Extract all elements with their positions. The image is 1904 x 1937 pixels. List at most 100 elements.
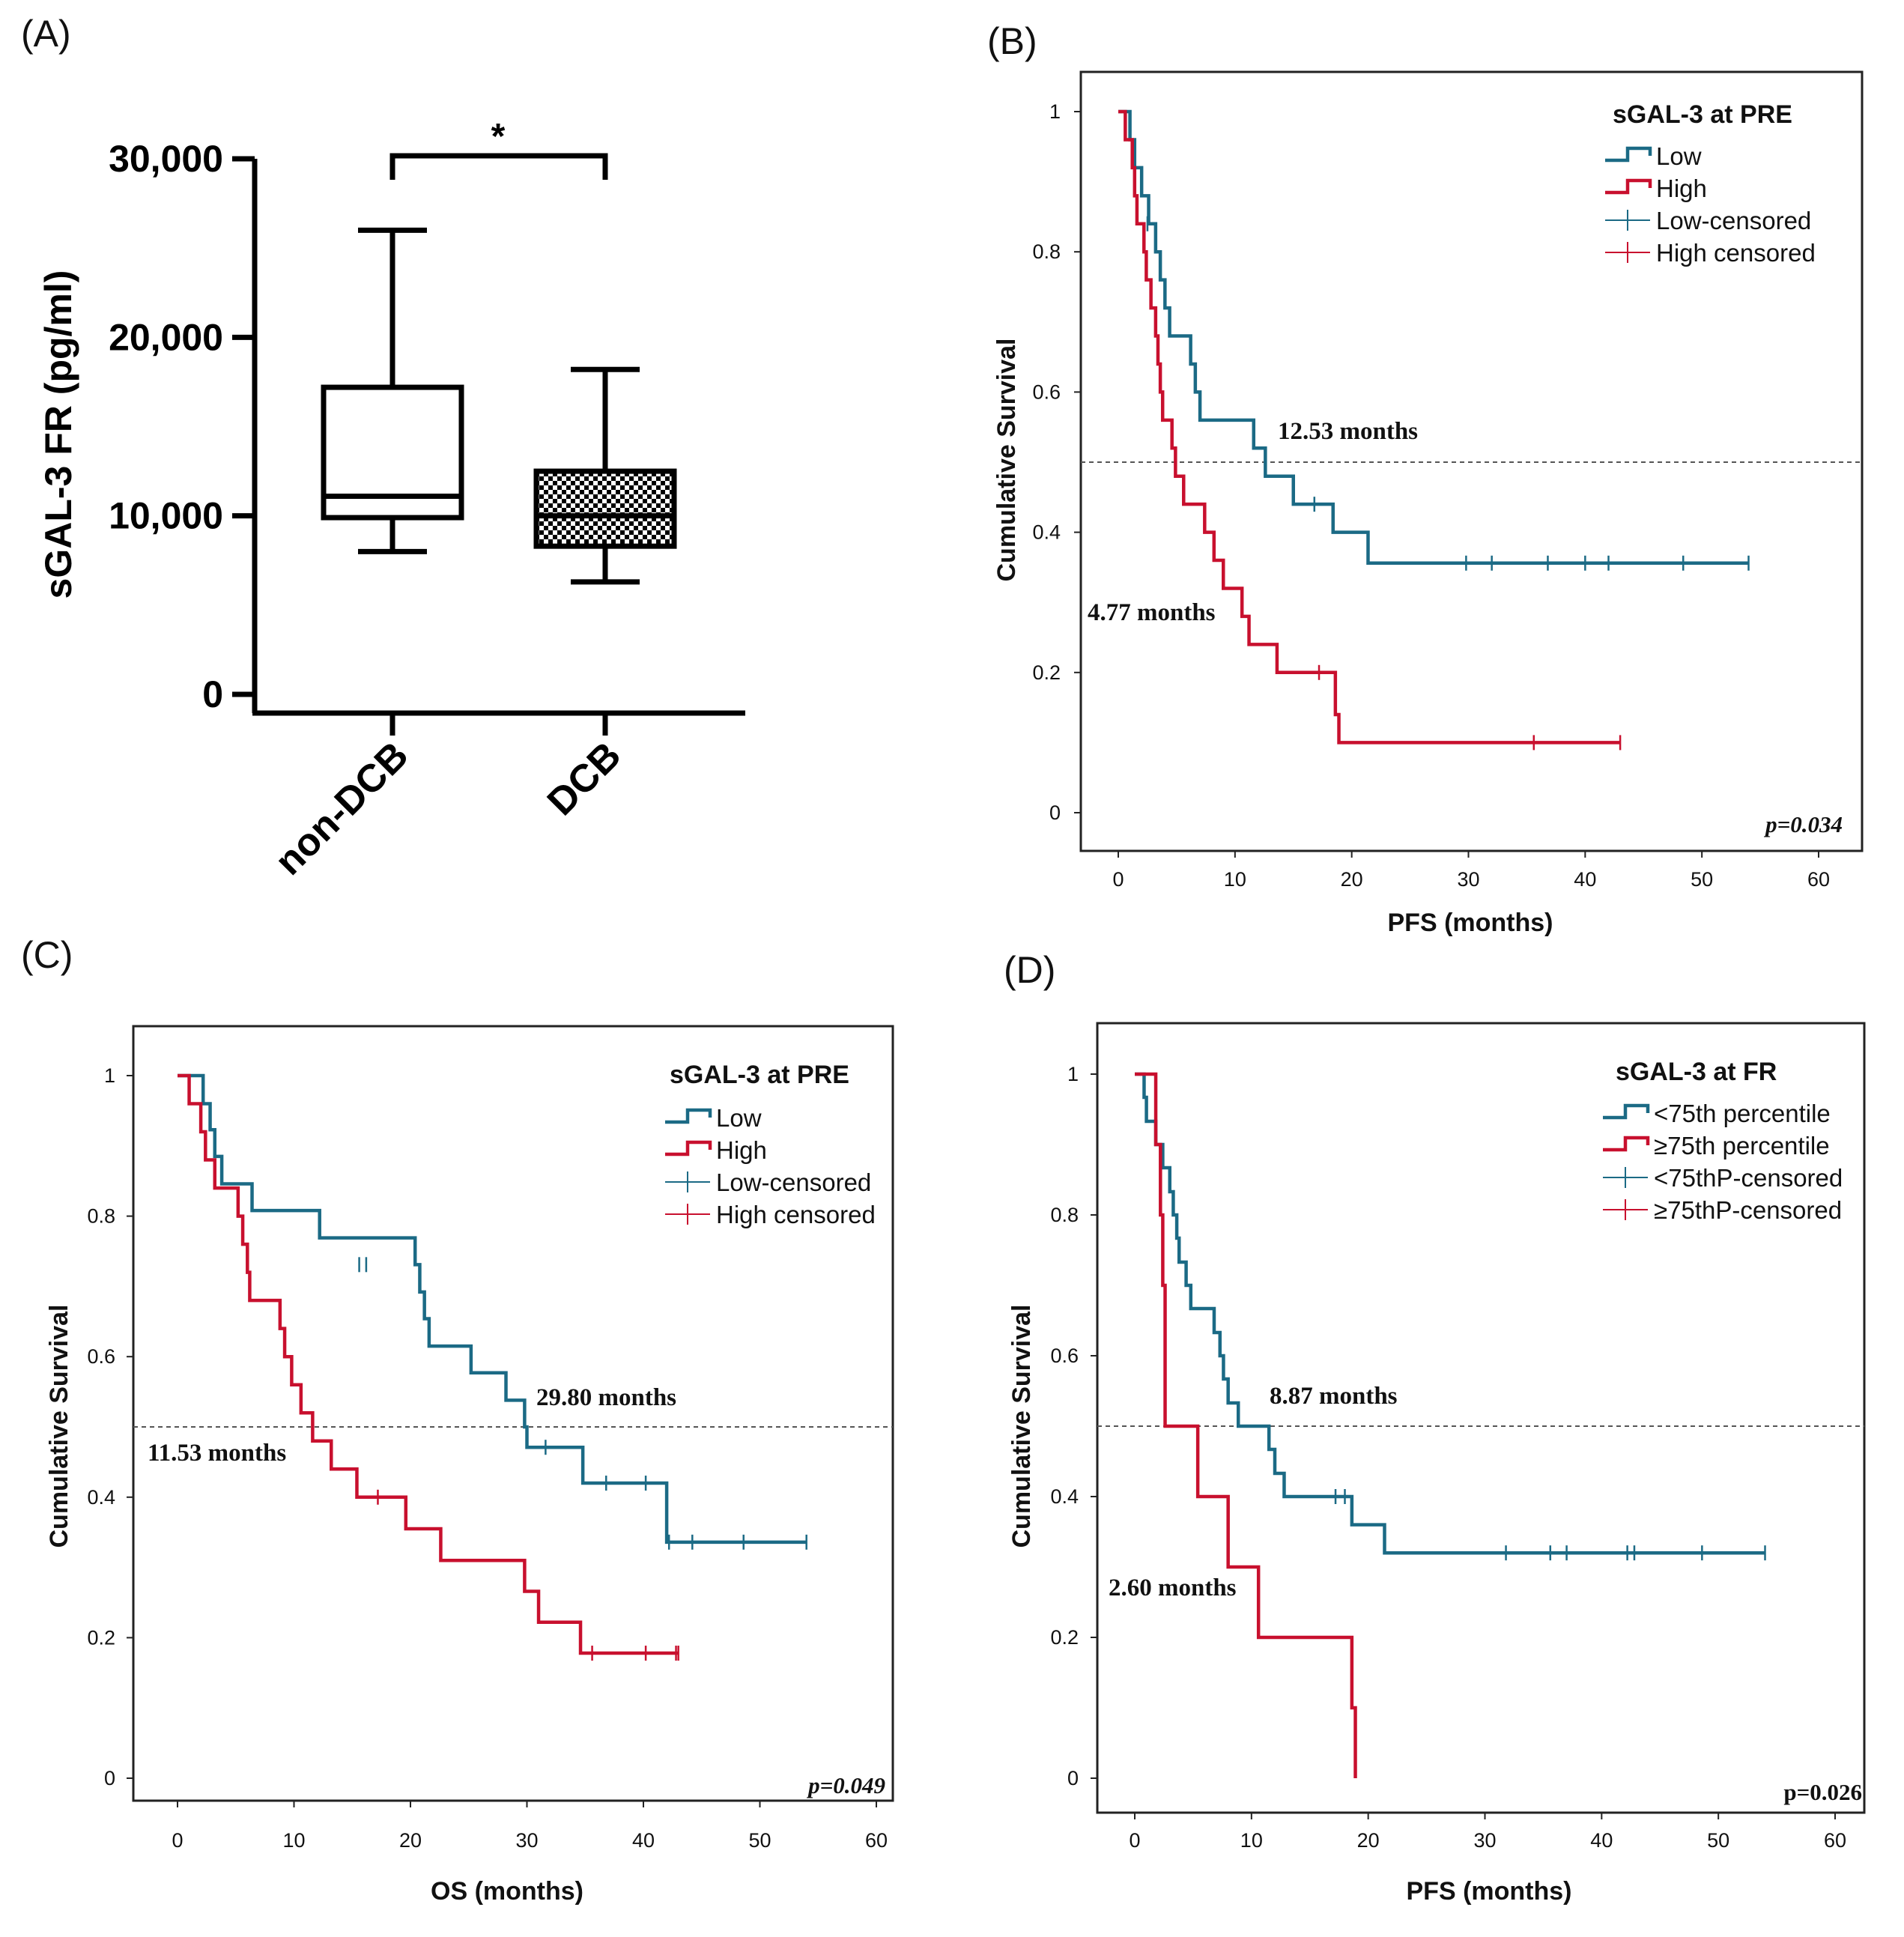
category-label: DCB [539,733,630,824]
x-tick-label: 0 [1112,868,1124,891]
x-tick-label: 30 [515,1829,538,1852]
series-high [1135,1072,1357,1778]
km-plot: 0 10 20 30 40 50 60 0 0.2 0.4 0.6 0.8 1 [1032,100,1862,891]
panel-a-boxplot: (A) * 0 10,000 20,000 30,000 sGAL-3 FR (pg/… [21,13,745,884]
iqr-box [533,468,677,549]
x-tick-label: 40 [1590,1829,1613,1852]
y-tick-label: 0.2 [1032,661,1061,684]
series-high [178,1073,679,1661]
legend-line-swatch [665,1108,712,1124]
y-tick-label: 1 [104,1064,115,1087]
legend-item-label: High [1656,175,1707,202]
y-tick-label: 0.6 [1050,1345,1079,1367]
y-ticks: 0 10,000 20,000 30,000 [109,138,255,715]
survival-step-line [1135,1072,1357,1778]
x-axis-label: OS (months) [431,1877,583,1906]
legend-line-swatch [665,1140,712,1157]
y-axis-label: Cumulative Survival [45,1304,73,1548]
x-tick-label: 50 [1707,1829,1729,1852]
panel-d-km-pfs: (D) 0 10 20 30 40 50 60 0 0.2 0.4 0.6 0.8 1 PFS (mon… [1004,949,1866,1906]
legend: <75th percentile ≥75th percentile <75thP-c… [1603,1100,1843,1224]
legend: Low High Low-censored High censored [1605,142,1816,267]
x-tick-label: 30 [1457,868,1479,891]
box-dcb [533,366,677,585]
y-tick-label: 0 [104,1767,115,1789]
p-value: p=0.026 [1783,1779,1862,1805]
panel-a-label: (A) [21,13,71,55]
boxes [321,227,677,585]
x-tick-label: 0 [172,1829,183,1852]
y-tick-label: 0.2 [87,1626,115,1649]
survival-step-line [1118,109,1621,745]
legend-item-label: High [716,1136,767,1164]
legend-line-swatch [1605,178,1652,195]
x-tick-label: 10 [1240,1829,1263,1852]
series-high [1118,109,1622,751]
x-tick-label: 20 [399,1829,422,1852]
y-tick-label: 20,000 [109,316,223,358]
legend-item-label: Low-censored [716,1168,871,1196]
x-tick-label: 60 [865,1829,888,1852]
y-tick-label: 10,000 [109,495,223,537]
median-high-annotation: 4.77 months [1088,599,1216,626]
x-axis-label: PFS (months) [1388,909,1553,937]
legend-item-label: High censored [716,1201,876,1228]
median-low-annotation: 12.53 months [1278,418,1418,445]
legend-item-label: ≥75thP-censored [1654,1196,1842,1224]
significance-bracket [389,153,608,180]
x-tick-label: 60 [1824,1829,1846,1852]
y-axis-label: sGAL-3 FR (pg/ml) [37,270,79,599]
legend-title: sGAL-3 at FR [1616,1058,1777,1086]
y-tick-label: 0 [1067,1767,1079,1789]
x-tick-label: 10 [1224,868,1246,891]
median-high-annotation: 11.53 months [148,1440,286,1467]
y-tick-label: 1 [1067,1063,1079,1085]
series-low [1118,109,1750,571]
x-tick-label: 50 [748,1829,771,1852]
x-tick-label: 30 [1473,1829,1496,1852]
y-tick-label: 0.4 [1032,521,1061,544]
box-non-dcb [321,227,464,554]
legend-item-label: <75th percentile [1654,1100,1831,1127]
x-tick-label: 40 [1574,868,1596,891]
legend-line-swatch [1603,1103,1650,1120]
legend-item-label: Low [1656,142,1702,170]
x-tick-label: 0 [1129,1829,1140,1852]
y-tick-label: 0.2 [1050,1626,1079,1649]
x-tick-label: 60 [1807,868,1830,891]
y-tick-label: 30,000 [109,138,223,180]
plot-frame [132,1025,894,1802]
panel-b-label: (B) [987,20,1037,62]
significance-marker: * [491,117,506,157]
median-high-annotation: 2.60 months [1109,1574,1237,1601]
y-tick-label: 0 [202,673,223,715]
panel-c-label: (C) [21,934,73,976]
legend-line-swatch [1605,146,1652,163]
median-low-annotation: 8.87 months [1270,1383,1398,1410]
legend-item-label: Low [716,1104,762,1132]
series-low [178,1073,807,1550]
category-label: non-DCB [267,733,416,883]
survival-step-line [178,1073,679,1655]
x-tick-label: 40 [632,1829,655,1852]
y-tick-label: 0.4 [87,1486,115,1509]
survival-step-line [1118,109,1749,566]
km-plot: 0 10 20 30 40 50 60 0 0.2 0.4 0.6 0.8 1 [1050,1063,1864,1852]
x-tick-label: 50 [1691,868,1713,891]
legend-title: sGAL-3 at PRE [670,1061,849,1089]
panel-d-label: (D) [1004,949,1055,991]
legend-item-label: High censored [1656,239,1816,267]
x-tick-label: 20 [1357,1829,1380,1852]
y-tick-label: 0.4 [1050,1485,1079,1508]
km-plot: 0 10 20 30 40 50 60 0 0.2 0.4 0.6 0.8 1 [87,1064,893,1852]
x-tick-label: 10 [282,1829,305,1852]
p-value: p=0.034 [1763,811,1843,837]
panel-c-km-os: (C) 0 10 20 30 40 50 60 0 0.2 0.4 0.6 0.8 1 OS (mont… [21,934,894,1906]
y-axis-label: Cumulative Survival [992,338,1021,581]
y-tick-label: 0 [1049,801,1061,824]
y-axis-label: Cumulative Survival [1007,1304,1036,1548]
p-value: p=0.049 [806,1772,885,1798]
y-tick-label: 0.8 [1050,1204,1079,1226]
y-tick-label: 0.8 [1032,240,1061,263]
